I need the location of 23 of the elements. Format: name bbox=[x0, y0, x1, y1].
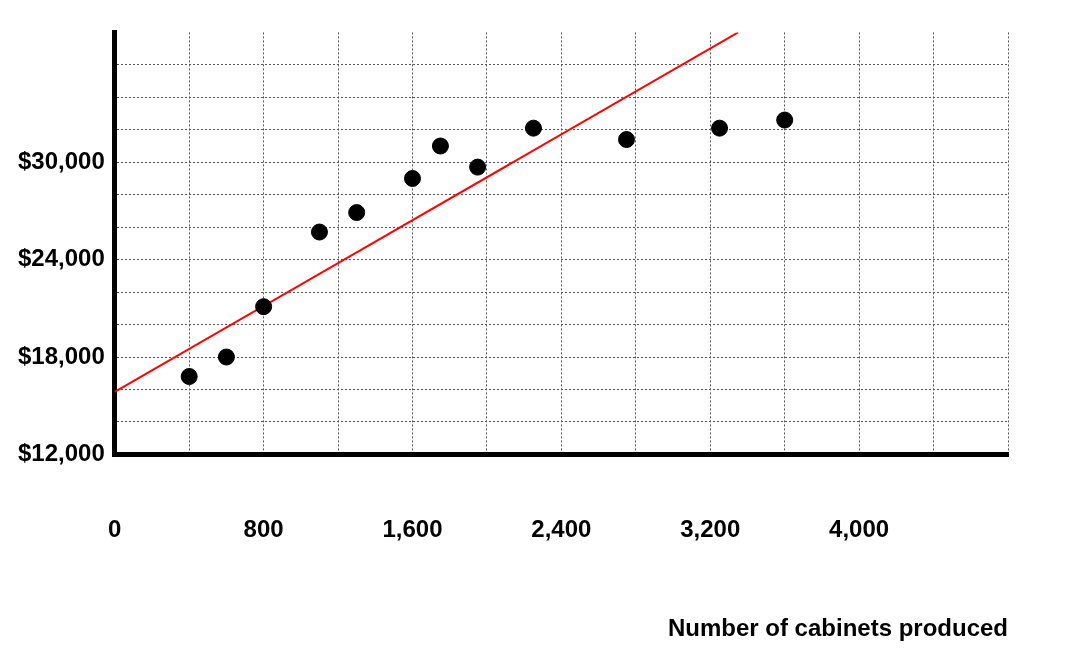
x-tick-label: 4,000 bbox=[829, 515, 890, 543]
x-tick-label: 800 bbox=[243, 515, 284, 543]
point bbox=[180, 367, 198, 385]
point bbox=[711, 119, 729, 137]
y-tick-label: $24,000 bbox=[17, 244, 105, 272]
point bbox=[469, 158, 487, 176]
y-tick-label: $30,000 bbox=[17, 146, 105, 174]
point bbox=[776, 111, 794, 129]
point bbox=[431, 137, 449, 155]
point bbox=[524, 119, 542, 137]
x-tick-label: 1,600 bbox=[382, 515, 443, 543]
point bbox=[255, 298, 273, 316]
point bbox=[310, 223, 328, 241]
y-tick-label: $12,000 bbox=[17, 439, 105, 467]
point bbox=[618, 131, 636, 149]
y-tick-label: $18,000 bbox=[17, 341, 105, 369]
x-axis-title: Number of cabinets produced bbox=[667, 614, 1008, 642]
x-tick-label: 0 bbox=[108, 515, 122, 543]
point bbox=[217, 348, 235, 366]
x-tick-label: 3,200 bbox=[680, 515, 741, 543]
point bbox=[404, 169, 421, 187]
point bbox=[348, 204, 366, 222]
x-tick-label: 2,400 bbox=[531, 515, 592, 543]
